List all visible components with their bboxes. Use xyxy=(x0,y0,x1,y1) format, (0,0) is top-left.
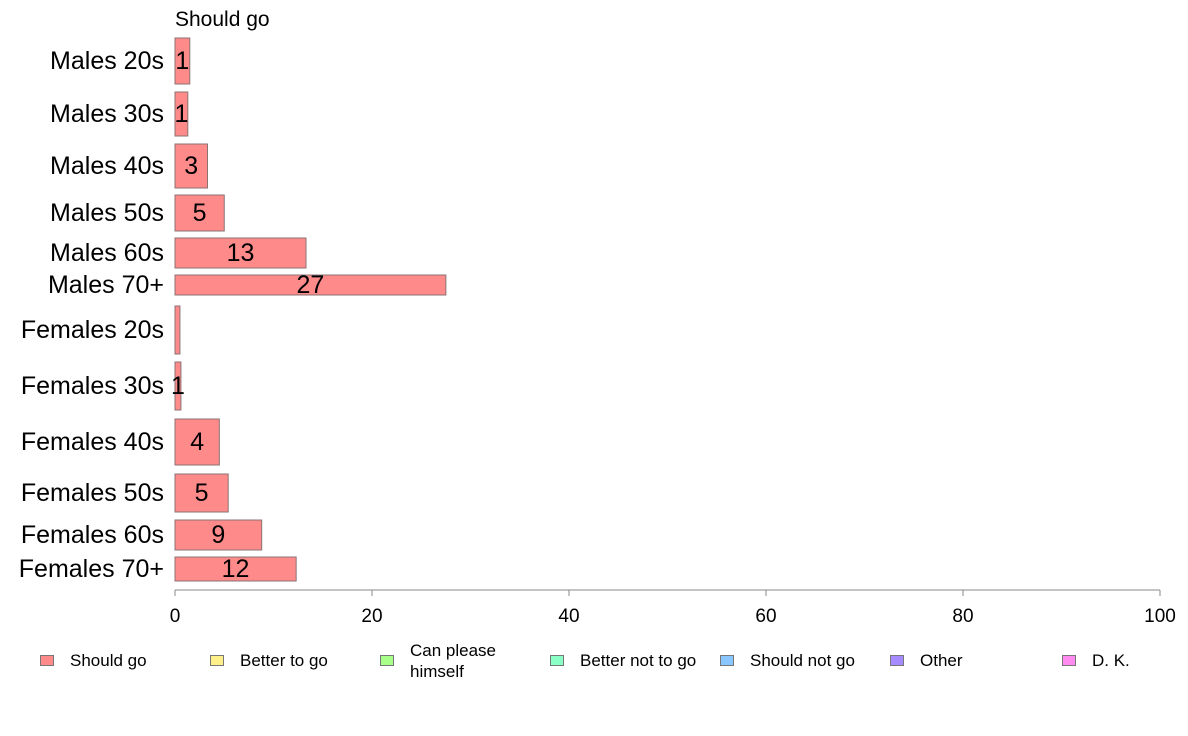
legend-label: Better to go xyxy=(240,651,328,670)
bar xyxy=(174,305,181,355)
legend-item-can-please-himself: Can please himself xyxy=(380,640,510,682)
legend-label: Should go xyxy=(70,651,147,670)
data-label: 1 xyxy=(174,100,188,128)
legend-item-better-not-to-go: Better not to go xyxy=(550,640,696,671)
data-label: 5 xyxy=(193,199,207,227)
bar xyxy=(174,361,182,411)
legend-label: Should not go xyxy=(750,651,855,670)
bar xyxy=(174,91,189,137)
legend-label: Better not to go xyxy=(580,651,697,670)
data-label: 3 xyxy=(184,152,198,180)
bar xyxy=(174,237,307,269)
category-label: Females 50s xyxy=(21,479,164,507)
legend-item-other: Other xyxy=(890,640,963,671)
category-label: Females 30s xyxy=(21,372,164,400)
legend-item-should-go: Should go xyxy=(40,640,147,671)
legend-swatch xyxy=(890,655,904,666)
bar xyxy=(174,556,297,582)
category-label: Females 40s xyxy=(21,428,164,456)
x-tick-label: 80 xyxy=(952,606,973,627)
legend-swatch xyxy=(550,655,564,666)
data-label: 9 xyxy=(211,521,225,549)
x-tick-label: 60 xyxy=(755,606,776,627)
category-label: Females 60s xyxy=(21,521,164,549)
data-label: 27 xyxy=(297,271,325,299)
category-label: Males 60s xyxy=(50,239,164,267)
legend-item-dk: D. K. xyxy=(1062,640,1130,671)
legend-label: Can please himself xyxy=(410,641,497,681)
x-tick-label: 40 xyxy=(558,606,579,627)
legend-swatch xyxy=(380,655,394,666)
category-label: Females 70+ xyxy=(19,555,164,583)
bar xyxy=(174,194,225,232)
category-label: Males 20s xyxy=(50,47,164,75)
category-label: Males 70+ xyxy=(48,271,164,299)
x-tick-label: 0 xyxy=(170,606,181,627)
legend-swatch xyxy=(40,655,54,666)
bar xyxy=(174,37,191,85)
data-label: 5 xyxy=(195,479,209,507)
legend-label: Other xyxy=(920,651,963,670)
legend-item-should-not-go: Should not go xyxy=(720,640,855,671)
legend-swatch xyxy=(210,655,224,666)
legend-swatch xyxy=(720,655,734,666)
category-label: Males 30s xyxy=(50,100,164,128)
bar-chart: Should go Males 20s 1 Males 30s 1 Males 40s 3… xyxy=(19,8,1176,627)
bar xyxy=(174,143,209,189)
legend-item-better-to-go: Better to go xyxy=(210,640,328,671)
category-label: Males 40s xyxy=(50,152,164,180)
chart-title: Should go xyxy=(175,8,270,31)
legend-swatch xyxy=(1062,655,1076,666)
x-tick-label: 100 xyxy=(1144,606,1176,627)
legend-label: D. K. xyxy=(1092,651,1130,670)
legend: Should go Better to go Can please himsel… xyxy=(0,640,1188,690)
data-label: 12 xyxy=(222,555,250,583)
category-label: Males 50s xyxy=(50,199,164,227)
category-label: Females 20s xyxy=(21,316,164,344)
data-label: 13 xyxy=(227,239,255,267)
bar xyxy=(174,519,263,551)
data-label: 4 xyxy=(190,428,204,456)
bar xyxy=(174,274,447,296)
data-label: 1 xyxy=(171,372,185,400)
bar xyxy=(174,418,220,466)
data-label: 1 xyxy=(175,47,189,75)
bar xyxy=(174,473,229,513)
x-tick-label: 20 xyxy=(361,606,382,627)
